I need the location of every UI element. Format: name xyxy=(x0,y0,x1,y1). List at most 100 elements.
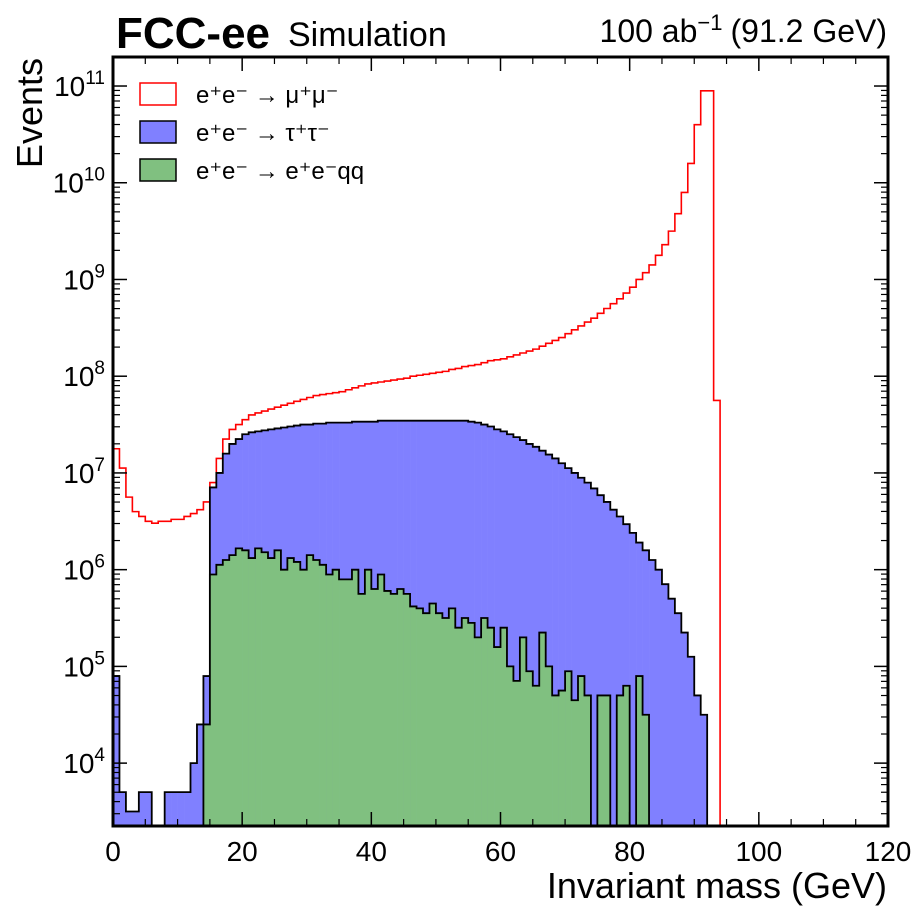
series-2-bin-37 xyxy=(351,569,359,826)
legend-item-0: e⁺e⁻ → μ⁺μ⁻ xyxy=(139,82,338,109)
series-2-bin-50 xyxy=(435,613,443,826)
series-2-bin-36 xyxy=(345,579,353,826)
series-1-bin-2 xyxy=(125,811,133,826)
x-tick-label: 120 xyxy=(865,836,912,867)
series-2-bin-75 xyxy=(597,695,605,826)
series-1-bin-76 xyxy=(603,501,611,826)
x-tick-label: 0 xyxy=(105,836,121,867)
series-2-bin-66 xyxy=(539,632,547,826)
series-2-bin-40 xyxy=(371,589,379,826)
series-1-bin-85 xyxy=(661,584,669,826)
series-2-bin-68 xyxy=(552,695,559,826)
series-2-bin-51 xyxy=(442,618,450,826)
series-2-bin-14 xyxy=(203,724,211,826)
series-1-bin-77 xyxy=(610,509,618,826)
series-2-bin-65 xyxy=(532,685,540,826)
series-2-bin-31 xyxy=(313,559,320,826)
series-2-bin-76 xyxy=(603,695,611,826)
series-2-bin-63 xyxy=(519,637,527,826)
series-1-bin-80 xyxy=(629,532,637,826)
series-1-bin-68 xyxy=(552,458,559,826)
series-2-bin-20 xyxy=(242,550,249,826)
status-label: Simulation xyxy=(288,16,447,54)
legend-label-1: e⁺e⁻ → τ⁺τ⁻ xyxy=(196,120,330,147)
series-2-bin-43 xyxy=(390,593,398,826)
x-tick-label: 40 xyxy=(356,836,387,867)
series-2-bin-28 xyxy=(293,561,301,826)
series-2-bin-38 xyxy=(358,593,366,826)
lumi-label: 100 ab−1 (91.2 GeV) xyxy=(600,10,887,49)
series-2-bin-55 xyxy=(468,622,475,826)
series-1-bin-74 xyxy=(590,488,598,826)
series-1-bin-79 xyxy=(623,524,630,826)
series-2-bin-79 xyxy=(623,685,630,826)
lumi-exponent: −1 xyxy=(697,10,722,35)
series-1-bin-73 xyxy=(584,482,592,826)
series-1-bin-53 xyxy=(455,420,463,826)
series-1-bin-0 xyxy=(113,676,120,826)
series-2-bin-18 xyxy=(229,555,237,826)
series-2-bin-73 xyxy=(584,695,592,826)
series-2-bin-58 xyxy=(487,627,495,826)
legend-swatch-0 xyxy=(139,82,177,106)
series-1-bin-72 xyxy=(578,477,585,826)
series-1-bin-62 xyxy=(513,437,521,826)
series-0-outline xyxy=(113,90,721,826)
series-1-bin-70 xyxy=(565,468,572,826)
series-2-bin-41 xyxy=(377,574,385,826)
series-1-bin-82 xyxy=(642,550,650,826)
series-1-bin-65 xyxy=(532,446,540,826)
x-tick-label: 80 xyxy=(614,836,645,867)
series-2-bin-47 xyxy=(416,608,424,826)
series-2-outline xyxy=(196,547,696,826)
series-2-bin-61 xyxy=(506,666,514,826)
y-tick-label: 106 xyxy=(63,552,105,586)
series-1-bin-75 xyxy=(597,495,605,826)
series-2-bin-29 xyxy=(300,569,308,826)
legend-label-2: e⁺e⁻ → e⁺e⁻qq xyxy=(196,158,364,185)
legend-item-1: e⁺e⁻ → τ⁺τ⁻ xyxy=(139,120,330,147)
series-2-bin-82 xyxy=(642,714,650,826)
series-2-bin-56 xyxy=(474,637,482,826)
series-2-bin-60 xyxy=(500,627,508,826)
experiment-label: FCC-ee xyxy=(116,9,270,58)
legend-swatch-2 xyxy=(139,158,177,182)
y-tick-label: 108 xyxy=(63,358,105,392)
series-1-bin-12 xyxy=(190,763,198,826)
series-1-bin-9 xyxy=(171,792,178,826)
series-2-bin-26 xyxy=(280,569,288,826)
series-1-bin-63 xyxy=(519,440,527,826)
series-2-bin-24 xyxy=(268,558,275,826)
series-2 xyxy=(196,547,696,826)
series-2-bin-39 xyxy=(364,569,372,826)
series-1-outline xyxy=(113,419,709,826)
legend-item-2: e⁺e⁻ → e⁺e⁻qq xyxy=(139,158,364,185)
series-1-bin-4 xyxy=(138,792,146,826)
x-tick-label: 20 xyxy=(227,836,258,867)
series-2-bin-32 xyxy=(319,564,327,826)
series-2-bin-67 xyxy=(545,666,553,826)
x-tick-label: 60 xyxy=(485,836,516,867)
x-tick-label: 100 xyxy=(735,836,782,867)
series-2-bin-72 xyxy=(578,676,585,826)
series-2-bin-35 xyxy=(339,579,346,826)
series-1-bin-78 xyxy=(616,516,624,826)
y-tick-label: 1011 xyxy=(54,68,105,102)
series-2-bin-19 xyxy=(235,548,243,826)
series-1-bin-58 xyxy=(487,426,495,826)
series-1-bin-8 xyxy=(164,792,172,826)
lumi-energy: (91.2 GeV) xyxy=(730,13,887,49)
series-2-bin-27 xyxy=(287,558,295,826)
series-1-bin-84 xyxy=(655,569,663,826)
series-1-bin-61 xyxy=(506,434,514,826)
series-2-bin-23 xyxy=(261,552,269,826)
series-1-bin-87 xyxy=(674,613,682,826)
y-tick-label: 107 xyxy=(63,455,105,489)
series-2-bin-42 xyxy=(384,590,392,826)
series-2-bin-25 xyxy=(274,550,282,826)
series-2-bin-34 xyxy=(332,569,340,826)
series-2-bin-44 xyxy=(397,589,404,826)
series-1-bin-56 xyxy=(474,422,482,826)
series-0 xyxy=(113,90,721,826)
series-2-bin-30 xyxy=(306,555,314,826)
